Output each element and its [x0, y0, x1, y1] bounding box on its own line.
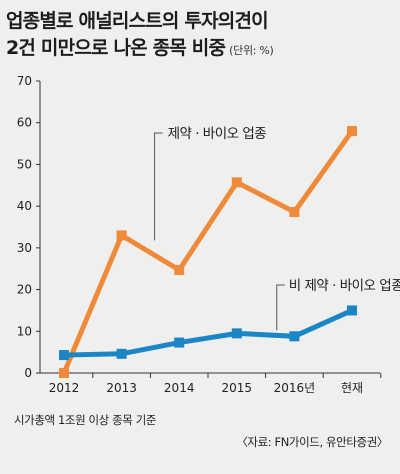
title-line-2: 2건 미만으로 나온 종목 비중 (단위: %) [6, 35, 396, 64]
pharma-data-point [174, 264, 185, 275]
pharma-data-point [59, 368, 69, 378]
chart-title: 업종별로 애널리스트의 투자의견이 2건 미만으로 나온 종목 비중 (단위: %… [6, 8, 396, 64]
non-pharma-data-point [174, 337, 185, 348]
source-note: 〈자료: FN가이드, 유안타증권〉 [236, 435, 388, 449]
x-tick-label: 2013 [106, 381, 137, 395]
pharma-data-point [289, 206, 300, 217]
x-tick-label: 현재 [341, 381, 363, 395]
pharma-series-label: 제약 · 바이오 업종 [168, 126, 267, 142]
y-tick-label: 60 [17, 116, 32, 130]
non-pharma-series-line [63, 308, 354, 358]
pharma-data-point [231, 177, 242, 188]
y-tick-label: 50 [17, 157, 32, 171]
pharma-data-point [347, 126, 357, 137]
pharma-series-line [61, 129, 355, 374]
footnote: 시가총액 1조원 이상 종목 기준 [14, 413, 157, 427]
series-leader-line [276, 284, 285, 331]
y-tick-label: 20 [17, 283, 32, 297]
non-pharma-data-point [289, 331, 300, 342]
y-tick-label: 0 [24, 366, 32, 380]
non-pharma-data-point [347, 305, 357, 316]
non-pharma-data-point [59, 350, 69, 361]
y-tick-label: 10 [17, 324, 32, 338]
series-leader-line [154, 132, 163, 241]
title-line-1: 업종별로 애널리스트의 투자의견이 [6, 10, 269, 32]
y-tick-label: 40 [17, 199, 32, 213]
x-tick-label: 2014 [164, 381, 195, 395]
non-pharma-series-label: 비 제약 · 바이오 업종 [289, 278, 400, 294]
x-tick-label: 2016년 [274, 381, 316, 395]
x-tick-label: 2012 [49, 381, 80, 395]
pharma-data-point [116, 230, 127, 241]
unit-label: (단위: %) [229, 44, 274, 57]
y-tick-label: 30 [17, 241, 32, 255]
y-tick-label: 70 [17, 74, 32, 88]
non-pharma-data-point [231, 328, 242, 339]
title-line-2-text: 2건 미만으로 나온 종목 비중 [6, 37, 226, 59]
non-pharma-data-point [116, 348, 127, 359]
x-tick-label: 2015 [222, 381, 253, 395]
